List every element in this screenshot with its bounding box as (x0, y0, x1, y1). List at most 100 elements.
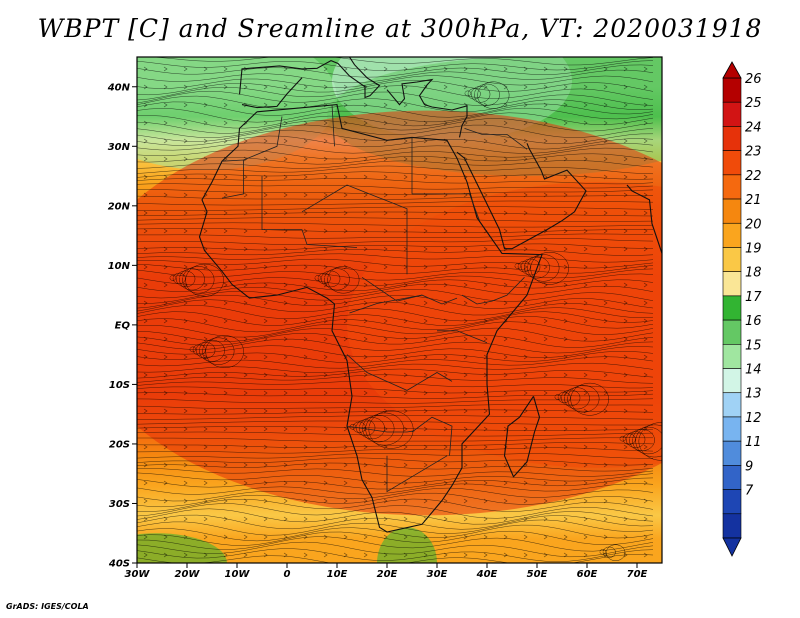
colorbar-label: 22 (745, 169, 762, 184)
country-border (331, 104, 335, 147)
streamlines-zonal (137, 57, 654, 563)
lon-tick-label: 60E (577, 569, 598, 580)
lat-tick-label: 10N (108, 261, 131, 272)
chart-title: WBPT [C] and Sreamline at 300hPa, VT: 20… (37, 14, 763, 43)
colorbar-label: 12 (745, 411, 762, 426)
streamline-layer (137, 57, 662, 563)
lon-tick-label: 10E (327, 569, 348, 580)
colorbar-label: 9 (745, 459, 753, 474)
colorbar-label: 23 (745, 145, 762, 160)
grads-credit: GrADS: IGES/COLA (6, 602, 89, 611)
map-frame (136, 56, 663, 564)
colorbar-label: 21 (745, 193, 762, 208)
colorbar-segment (722, 489, 742, 515)
lat-tick-label: 20N (108, 201, 131, 212)
colorbar-label: 24 (745, 120, 762, 135)
country-border (301, 184, 348, 213)
colorbar-segment (722, 150, 742, 176)
map-plot-area (137, 57, 662, 563)
colorbar-segment (722, 392, 742, 418)
colorbar-segment (722, 416, 742, 442)
colorbar-segment (722, 295, 742, 321)
lat-tick-label: 30S (109, 499, 130, 510)
colorbar-label: 15 (745, 338, 762, 353)
lon-tick-label: 20E (377, 569, 398, 580)
colorbar-segment (722, 319, 742, 345)
colorbar-label: 25 (745, 96, 762, 111)
vortex-madagascar-e (554, 382, 609, 416)
colorbar-segment (722, 271, 742, 297)
lat-tick-label: 20S (109, 439, 130, 450)
colorbar-segment (722, 77, 742, 103)
lat-tick-label: 40N (107, 82, 131, 93)
lon-tick-label: 50E (527, 569, 548, 580)
colorbar-segment (722, 368, 742, 394)
vortex-north-africa (464, 81, 510, 109)
lat-tick-label: 30N (108, 142, 131, 153)
country-border (243, 116, 283, 161)
vortex-south-atlantic (189, 335, 244, 368)
vortex-atlantic-n (169, 263, 224, 297)
colorbar-label: 7 (745, 484, 754, 499)
india-coastline (626, 184, 662, 256)
colorbar-segment (722, 222, 742, 248)
country-border (346, 184, 408, 275)
colorbar-label: 13 (745, 387, 762, 402)
colorbar-label: 26 (745, 72, 762, 87)
longitude-axis: 30W 20W 10W 0 10E 20E 30E 40E 50E 60E 70E (125, 563, 648, 580)
lon-tick-label: 0 (284, 569, 291, 580)
country-border (221, 159, 244, 199)
lon-tick-label: 40E (476, 569, 498, 580)
iberia-south (241, 77, 303, 109)
colorbar-segment (722, 440, 742, 466)
colorbar-segment (722, 198, 742, 224)
country-border (461, 277, 525, 305)
colorbar-label: 17 (745, 290, 762, 305)
colorbar-label: 18 (745, 266, 762, 281)
colorbar-label: 11 (745, 435, 762, 450)
coastline-layer (198, 57, 662, 533)
latitude-axis: 40N 30N 20N 10N EQ 10S 20S 30S 40S (107, 82, 137, 570)
colorbar-segment (722, 247, 742, 272)
lon-tick-label: 70E (627, 569, 648, 580)
lat-tick-label: 10S (109, 380, 130, 391)
country-border (261, 176, 358, 248)
vortex-gulf-guinea (314, 266, 360, 294)
country-border (386, 455, 448, 493)
green-patch-south-atlantic (137, 533, 227, 563)
colorbar-segment (722, 344, 742, 369)
country-border (506, 134, 528, 150)
colorbar-segment (722, 513, 742, 539)
vortex-south-africa-s (599, 544, 626, 561)
colorbar-segment (722, 101, 742, 127)
vortex-arabian-sea (514, 252, 569, 285)
country-border (346, 425, 415, 433)
colorbar-bottom-arrow (722, 537, 742, 557)
country-border (469, 193, 480, 221)
lon-tick-label: 20W (175, 569, 201, 580)
lat-tick-label: 40S (108, 559, 130, 570)
colorbar-segment (722, 126, 742, 151)
country-border (464, 128, 507, 135)
colorbar-label: 16 (745, 314, 762, 329)
europe-coastline (238, 57, 381, 99)
greece-turkey-coastline (386, 78, 468, 138)
country-border (437, 330, 488, 344)
streamline-arrows (143, 66, 648, 558)
country-border (411, 416, 453, 456)
country-border (346, 354, 453, 391)
colorbar-label: 20 (745, 217, 762, 232)
colorbar: 26 25 24 23 22 21 20 19 18 17 16 15 14 13 12 11 9 7 (722, 61, 762, 557)
colorbar-label: 14 (745, 363, 762, 378)
colorbar-segment (722, 174, 742, 200)
colorbar-segment (722, 465, 742, 490)
vortex-indian-s (619, 422, 662, 461)
madagascar-coastline (503, 395, 541, 478)
lon-tick-label: 30E (427, 569, 448, 580)
lon-tick-label: 10W (225, 569, 251, 580)
lon-tick-label: 30W (125, 569, 151, 580)
arabia-coastline (456, 143, 587, 250)
colorbar-label: 19 (745, 241, 762, 256)
country-border (349, 294, 423, 314)
